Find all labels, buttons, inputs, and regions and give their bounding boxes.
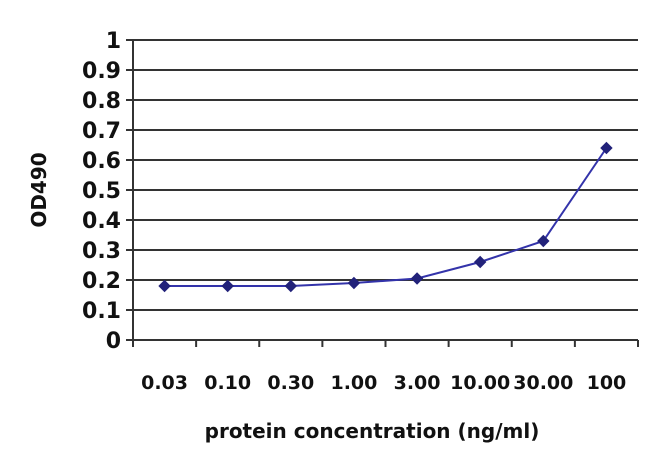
series-line [164, 147, 608, 287]
x-tick-labels: 0.03 0.10 0.30 1.00 3.00 10.00 30.00 100 [141, 372, 626, 394]
y-tick-label: 0.9 [82, 59, 121, 84]
y-tick-label: 0.2 [82, 269, 121, 294]
x-tick-label: 3.00 [394, 372, 441, 394]
y-axis-title: OD490 [27, 152, 51, 227]
y-tick-label: 0.1 [82, 299, 121, 324]
x-tick-label: 30.00 [513, 372, 573, 394]
data-point [284, 279, 298, 293]
y-tick-label: 0.5 [82, 179, 121, 204]
y-tick-label: 0.6 [82, 149, 121, 174]
data-point [221, 279, 234, 293]
y-tick-label: 0.7 [82, 119, 121, 144]
data-point [410, 272, 424, 285]
y-tick-label: 0.8 [82, 89, 121, 114]
y-tick-label: 0.3 [82, 239, 121, 264]
gridlines [126, 39, 639, 347]
y-tick-label: 0.4 [82, 209, 121, 234]
x-tick-label: 1.00 [330, 372, 377, 394]
data-point [347, 276, 361, 290]
data-point [158, 279, 171, 293]
y-tick-label: 0 [106, 329, 121, 354]
x-tick-label: 10.00 [450, 372, 510, 394]
y-tick-labels: 0 0.1 0.2 0.3 0.4 0.5 0.6 0.7 0.8 0.9 1 [82, 29, 121, 354]
x-tick-label: 0.30 [267, 372, 314, 394]
x-tick-label: 0.10 [204, 372, 251, 394]
data-point [537, 234, 550, 248]
series [158, 141, 613, 293]
data-point [473, 255, 487, 269]
y-tick-label: 1 [106, 29, 121, 54]
x-tick-label: 100 [587, 372, 627, 394]
data-point [600, 141, 613, 155]
axes [126, 40, 638, 341]
x-tick-label: 0.03 [141, 372, 188, 394]
x-axis-title: protein concentration (ng/ml) [205, 419, 540, 443]
